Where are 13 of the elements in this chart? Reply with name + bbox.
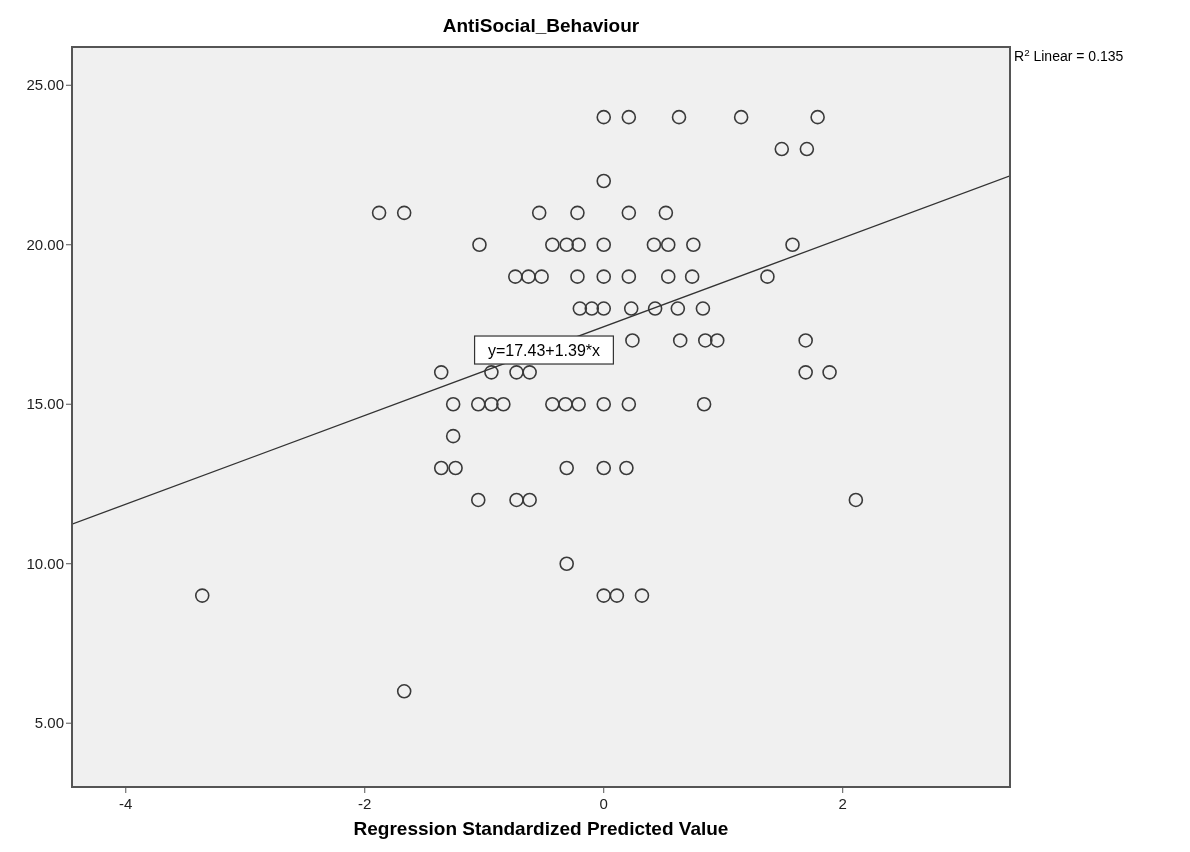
chart-title: AntiSocial_Behaviour [442, 15, 640, 36]
y-tick-label: 20.00 [26, 235, 64, 253]
text: R$^{2}$ Linear = 0.135 [1014, 46, 1124, 64]
y-tick-label: 5.00 [34, 714, 64, 732]
y-tick-label: 15.00 [26, 395, 64, 413]
y-tick-label: 25.00 [26, 76, 64, 94]
x-tick-label: -2 [358, 795, 372, 812]
y-tick-label: 10.00 [26, 554, 64, 572]
x-tick-label: -4 [119, 795, 133, 812]
x-tick-label: 2 [838, 795, 847, 812]
x-tick-label: 0 [599, 795, 608, 812]
annotation: y=17.43+1.39*x [487, 342, 601, 360]
x-axis-title: Regression Standardized Predicted Value [353, 818, 729, 839]
